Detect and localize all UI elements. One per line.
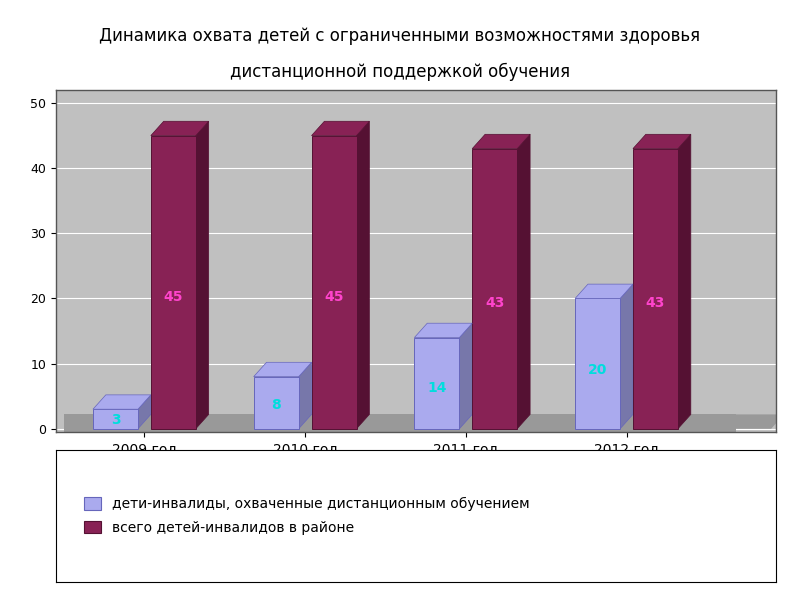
Polygon shape [64,415,784,429]
Polygon shape [311,121,370,136]
Bar [414,338,459,429]
Text: 43: 43 [485,296,505,310]
Polygon shape [575,284,633,298]
Text: 43: 43 [646,296,665,310]
Text: 14: 14 [427,381,446,395]
Polygon shape [357,121,370,429]
Bar [254,377,298,429]
Polygon shape [459,323,472,429]
Polygon shape [298,362,311,429]
Text: дистанционной поддержкой обучения: дистанционной поддержкой обучения [230,63,570,81]
Text: 3: 3 [110,413,120,427]
Polygon shape [518,134,530,429]
Text: 8: 8 [271,398,281,412]
Polygon shape [93,395,151,409]
Bar [151,136,196,429]
Text: 45: 45 [324,290,344,304]
Bar [633,149,678,429]
Polygon shape [678,134,691,429]
Polygon shape [151,121,209,136]
Bar [93,409,138,429]
Polygon shape [254,362,311,377]
Bar [472,149,518,429]
Legend: дети-инвалиды, охваченные дистанционным обучением, всего детей-инвалидов в район: дети-инвалиды, охваченные дистанционным … [78,490,537,542]
Bar [311,136,357,429]
Polygon shape [414,323,472,338]
Bar [64,415,736,434]
Polygon shape [633,134,691,149]
Polygon shape [620,284,633,429]
Text: Динамика охвата детей с ограниченными возможностями здоровья: Динамика охвата детей с ограниченными во… [99,27,701,45]
Polygon shape [472,134,530,149]
Bar [575,298,620,429]
Polygon shape [196,121,209,429]
Polygon shape [138,395,151,429]
Text: 20: 20 [588,363,607,377]
Text: 45: 45 [163,290,183,304]
